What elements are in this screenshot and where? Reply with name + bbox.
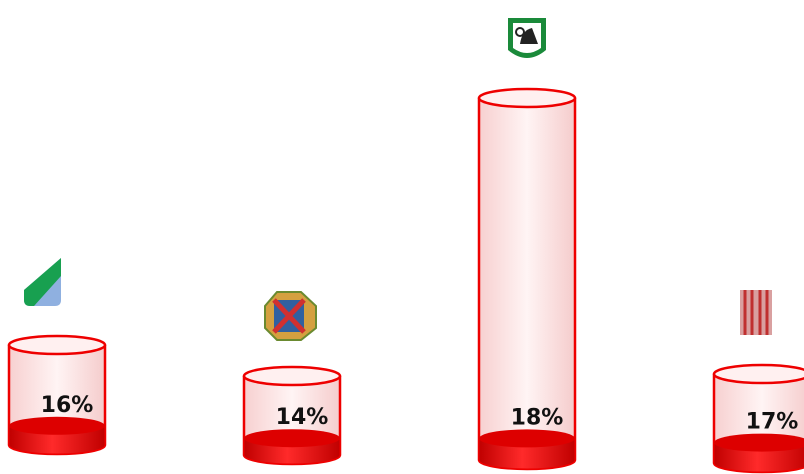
value-label: 16%: [41, 393, 94, 418]
fill-top: [244, 429, 340, 448]
fill-top: [479, 429, 575, 448]
value-label: 17%: [746, 410, 799, 435]
fill-top: [714, 433, 804, 452]
value-label: 14%: [276, 405, 329, 430]
icon-marche: [508, 18, 546, 58]
icon-abruzzo: [24, 258, 61, 306]
cylinder-rim: [477, 87, 577, 109]
value-label: 18%: [511, 405, 564, 430]
icon-basilicata: [264, 291, 317, 341]
cylinder-rim: [242, 365, 342, 387]
fill-top: [9, 416, 105, 435]
cylinder-rim: [7, 334, 107, 356]
cylinder-rim: [712, 363, 804, 385]
icon-molise: [740, 290, 772, 335]
